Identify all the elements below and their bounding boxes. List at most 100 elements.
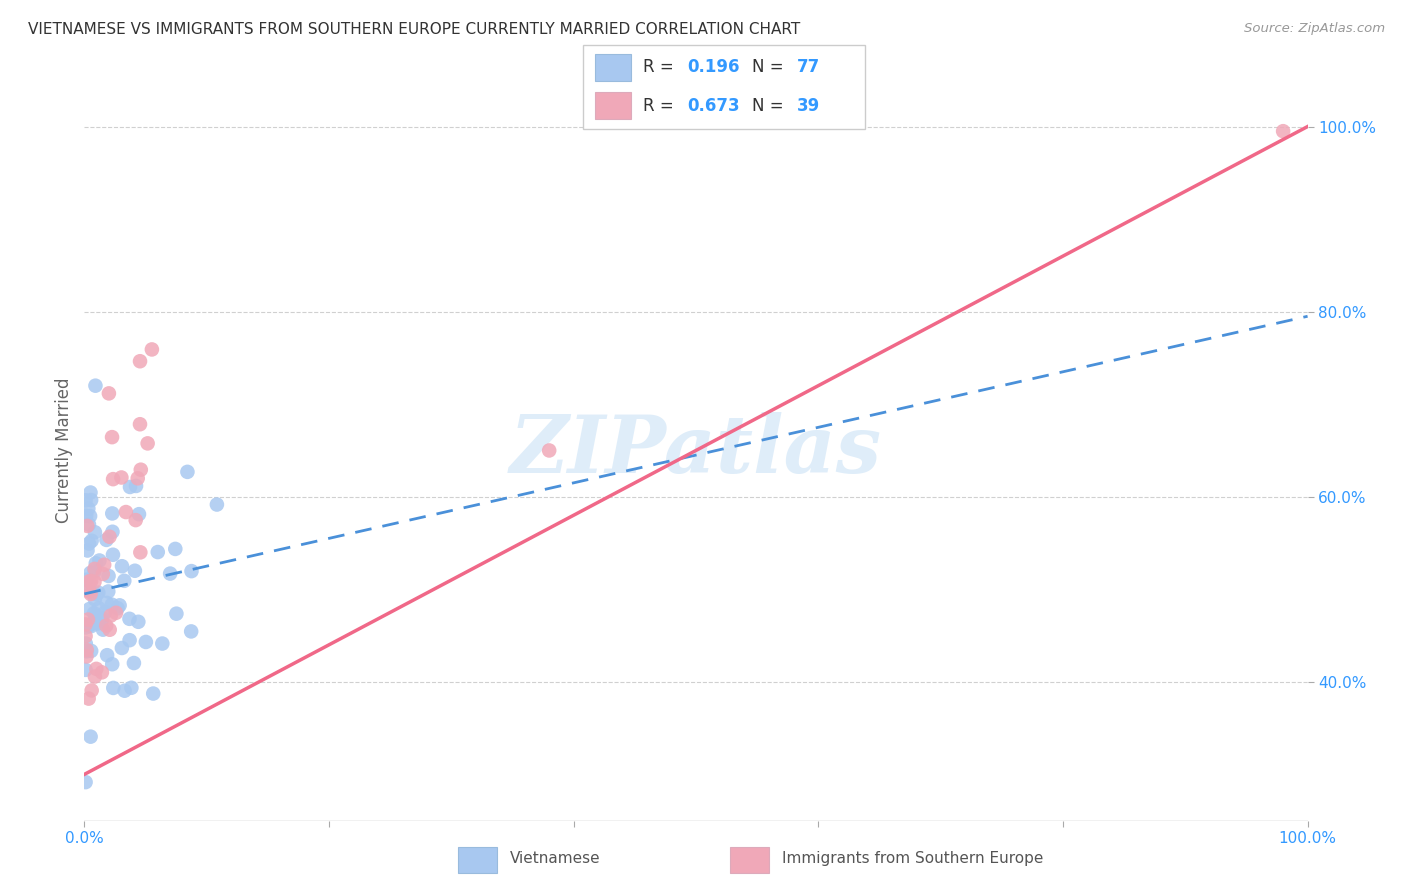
Point	[84, 609, 107, 624]
Point	[115, 505, 138, 519]
Bar	[458, 847, 498, 872]
Point	[105, 606, 128, 620]
Point	[77, 517, 100, 532]
Point	[83, 565, 105, 579]
Text: Immigrants from Southern Europe: Immigrants from Southern Europe	[782, 851, 1043, 866]
Point	[101, 657, 124, 672]
Bar	[595, 54, 631, 81]
Point	[107, 601, 129, 615]
Text: Vietnamese: Vietnamese	[510, 851, 600, 866]
Point	[125, 513, 148, 527]
Point	[84, 378, 107, 392]
Text: 0.196: 0.196	[688, 59, 740, 77]
Point	[97, 569, 120, 583]
Point	[77, 613, 100, 627]
Point	[83, 574, 105, 589]
Point	[129, 354, 152, 368]
Point	[79, 587, 101, 601]
Point	[87, 585, 110, 599]
Point	[76, 643, 98, 657]
Text: R =: R =	[643, 59, 679, 77]
Point	[101, 507, 124, 521]
Point	[75, 573, 97, 587]
Point	[146, 545, 169, 559]
Point	[129, 463, 152, 477]
Point	[96, 618, 118, 632]
Point	[176, 465, 198, 479]
Point	[80, 533, 103, 548]
Point	[77, 584, 100, 599]
Point	[127, 471, 149, 485]
Point	[80, 574, 103, 589]
Point	[89, 553, 111, 567]
Point	[108, 599, 131, 613]
Point	[90, 614, 112, 628]
Point	[103, 681, 125, 695]
Point	[141, 343, 163, 357]
Point	[96, 533, 118, 547]
Point	[150, 636, 173, 650]
Point	[98, 623, 121, 637]
Text: 77: 77	[797, 59, 821, 77]
Point	[112, 574, 135, 588]
Text: 39: 39	[797, 96, 821, 114]
Point	[79, 574, 101, 589]
Point	[79, 566, 101, 580]
Text: ZIPatlas: ZIPatlas	[510, 412, 882, 489]
Text: R =: R =	[643, 96, 679, 114]
Point	[135, 635, 157, 649]
Point	[101, 598, 124, 612]
Point	[97, 584, 120, 599]
Point	[120, 681, 142, 695]
Point	[118, 633, 141, 648]
Point	[86, 587, 108, 601]
Point	[79, 618, 101, 632]
Point	[80, 683, 103, 698]
Point	[100, 608, 122, 623]
Point	[75, 663, 97, 677]
Point	[101, 548, 124, 562]
Y-axis label: Currently Married: Currently Married	[55, 377, 73, 524]
Point	[76, 649, 98, 664]
Bar	[730, 847, 769, 872]
Point	[76, 583, 98, 598]
Point	[84, 557, 107, 571]
Point	[75, 629, 97, 643]
Point	[118, 480, 141, 494]
Point	[93, 558, 115, 572]
Bar	[595, 92, 631, 120]
Point	[96, 596, 118, 610]
Point	[77, 691, 100, 706]
Point	[1272, 124, 1295, 138]
Point	[83, 592, 105, 607]
Point	[75, 493, 97, 508]
Point	[79, 485, 101, 500]
Point	[75, 508, 97, 523]
Point	[165, 607, 187, 621]
Point	[94, 605, 117, 619]
Point	[91, 566, 114, 581]
Point	[136, 436, 159, 450]
Point	[118, 612, 141, 626]
Point	[87, 616, 110, 631]
Point	[83, 562, 105, 576]
Point	[122, 656, 145, 670]
Point	[80, 493, 103, 508]
Point	[101, 472, 124, 486]
Point	[101, 524, 124, 539]
Point	[110, 470, 132, 484]
Text: VIETNAMESE VS IMMIGRANTS FROM SOUTHERN EUROPE CURRENTLY MARRIED CORRELATION CHAR: VIETNAMESE VS IMMIGRANTS FROM SOUTHERN E…	[28, 22, 800, 37]
Text: 0.673: 0.673	[688, 96, 740, 114]
Point	[127, 615, 149, 629]
Text: N =: N =	[752, 59, 789, 77]
Point	[111, 559, 134, 574]
Point	[76, 543, 98, 558]
Point	[79, 509, 101, 524]
Point	[125, 479, 148, 493]
Point	[75, 775, 97, 789]
Point	[77, 501, 100, 516]
FancyBboxPatch shape	[583, 45, 865, 129]
Point	[96, 648, 118, 663]
Point	[142, 687, 165, 701]
Point	[90, 665, 112, 680]
